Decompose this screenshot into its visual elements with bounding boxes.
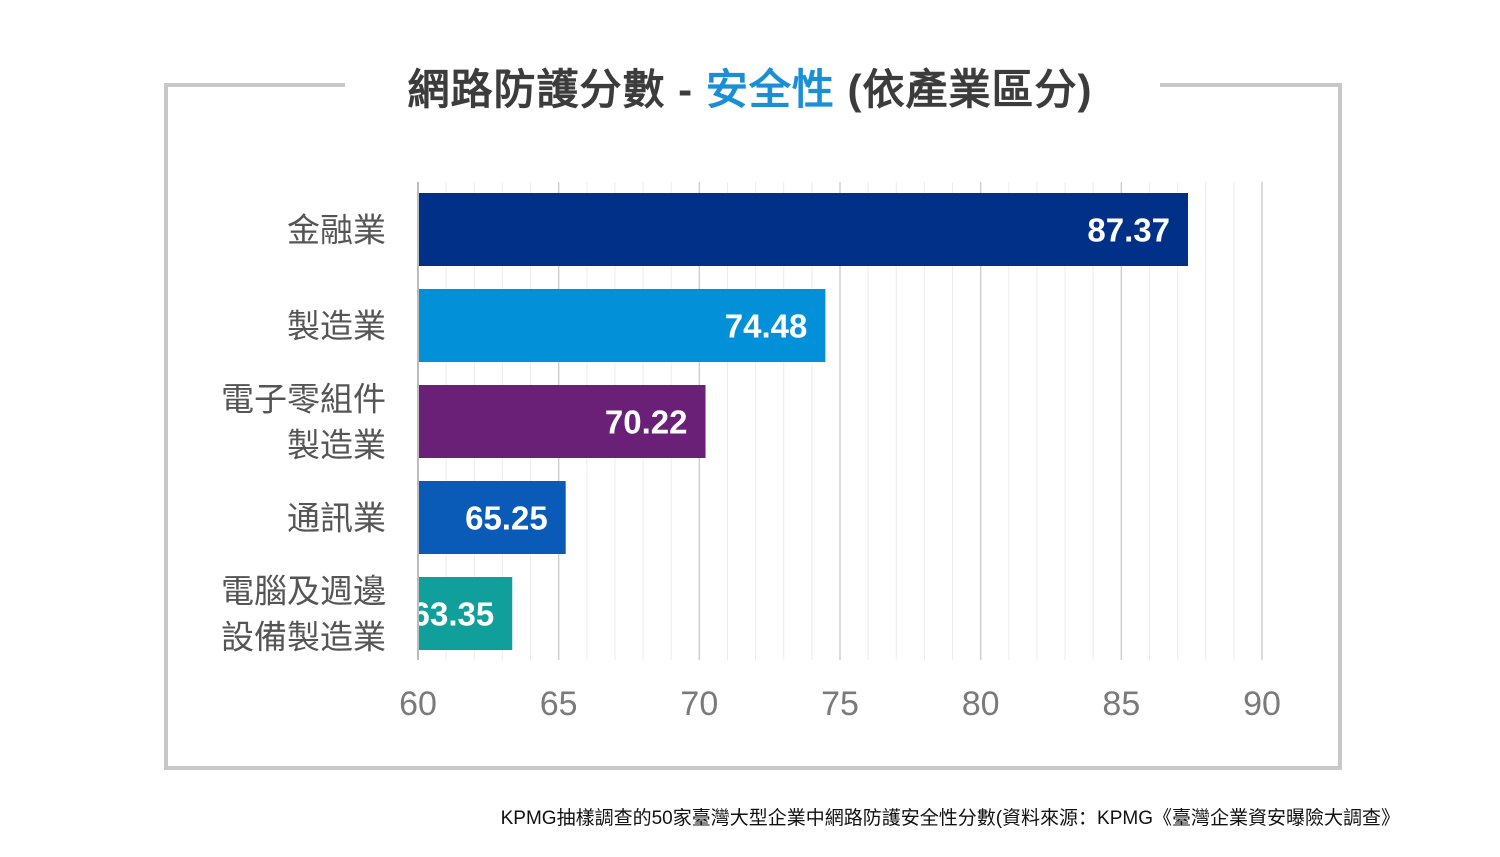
category-label: 通訊業 [287,500,386,537]
title-highlight: 安全性 [705,66,835,113]
category-label: 金融業 [287,212,386,249]
title-main: 網路防護分數 - [407,66,706,113]
chart-title: 網路防護分數 - 安全性 (依產業區分) [350,56,1150,117]
data-label: 63.35 [412,596,495,633]
x-tick-label: 90 [1243,685,1281,723]
data-label: 74.48 [725,308,808,345]
bar [418,577,513,650]
category-label: 電子零組件 [221,381,386,418]
title-suffix: (依產業區分) [834,66,1093,113]
x-tick-label: 60 [399,685,437,723]
bar [418,289,826,362]
source-caption: KPMG抽樣調查的50家臺灣大型企業中網路防護安全性分數(資料來源：KPMG《臺… [500,808,1400,829]
bar [418,385,706,458]
data-label: 65.25 [465,500,548,537]
x-tick-label: 65 [540,685,578,723]
x-tick-label: 85 [1102,685,1140,723]
category-label: 製造業 [287,308,386,345]
x-tick-label: 75 [821,685,859,723]
data-label: 87.37 [1087,212,1170,249]
bar [418,481,566,554]
category-label: 設備製造業 [221,619,386,656]
category-label: 電腦及週邊 [221,573,386,610]
category-label: 製造業 [287,427,386,464]
x-tick-label: 70 [680,685,718,723]
x-tick-label: 80 [962,685,1000,723]
bar [418,193,1189,266]
data-label: 70.22 [605,404,688,441]
